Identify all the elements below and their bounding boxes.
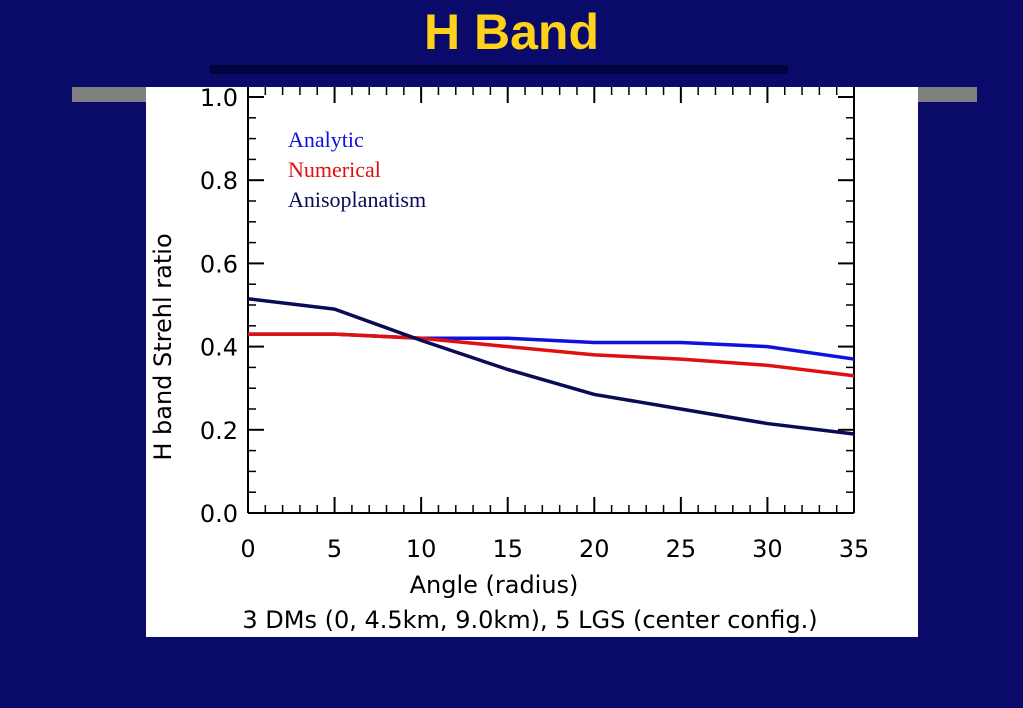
chart-subtitle: 3 DMs (0, 4.5km, 9.0km), 5 LGS (center c…: [242, 606, 817, 634]
x-tick-label: 20: [579, 535, 610, 563]
y-tick-label: 0.0: [200, 500, 238, 528]
legend: Analytic Numerical Anisoplanatism: [288, 127, 426, 212]
title-underline: [210, 65, 788, 74]
series-line-numerical: [248, 332, 855, 378]
x-tick-label: 35: [839, 535, 870, 563]
series-line-anisoplanatism: [247, 297, 855, 436]
axis-ticks: [247, 87, 855, 514]
y-tick-label: 0.2: [200, 417, 238, 445]
series-line-analytic: [248, 332, 855, 361]
x-tick-label: 10: [406, 535, 437, 563]
x-tick-label: 0: [240, 535, 255, 563]
slide-title: H Band: [424, 4, 599, 60]
tick-labels: 0.0 0.2 0.4 0.6 0.8 1.0 0 5 10 15 20 25 30 35: [200, 87, 869, 563]
y-axis-label: H band Strehl ratio: [149, 233, 177, 460]
y-tick-label: 0.6: [200, 250, 238, 278]
y-tick-label: 0.4: [200, 334, 238, 362]
chart-panel: 0.0 0.2 0.4 0.6 0.8 1.0 0 5 10 15 20 25 30 35 Analyti…: [146, 87, 918, 637]
x-tick-label: 30: [752, 535, 783, 563]
y-tick-label: 1.0: [200, 87, 238, 112]
x-tick-label: 15: [492, 535, 523, 563]
legend-entry-numerical: Numerical: [288, 157, 381, 182]
strehl-ratio-chart: 0.0 0.2 0.4 0.6 0.8 1.0 0 5 10 15 20 25 30 35 Analyti…: [149, 87, 869, 634]
y-tick-label: 0.8: [200, 167, 238, 195]
x-axis-label: Angle (radius): [410, 571, 579, 599]
legend-entry-analytic: Analytic: [288, 127, 364, 152]
series-lines: [247, 297, 855, 436]
legend-entry-anisoplanatism: Anisoplanatism: [288, 187, 426, 212]
x-tick-label: 5: [327, 535, 342, 563]
x-tick-label: 25: [666, 535, 697, 563]
